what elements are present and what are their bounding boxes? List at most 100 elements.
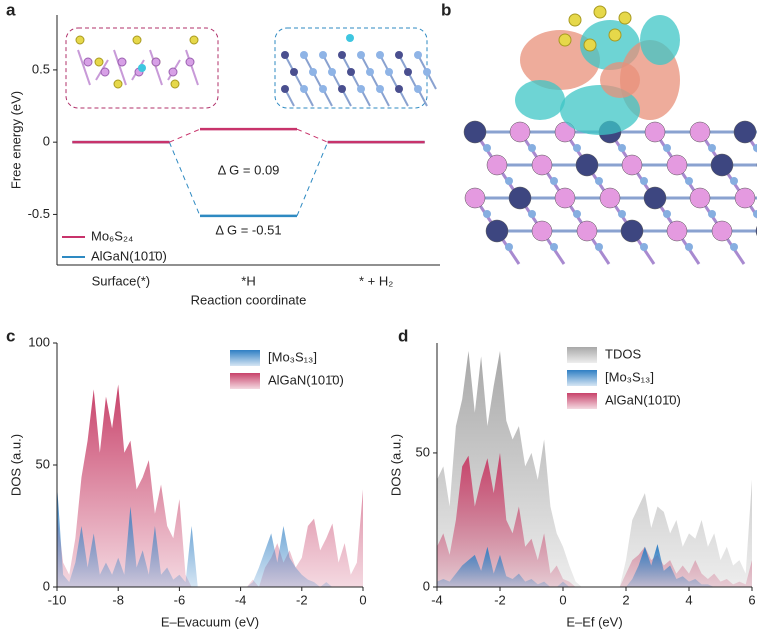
atom (94, 57, 104, 67)
inset-frame (65, 27, 219, 109)
x-tick-label: Surface(*) (92, 273, 151, 288)
atom (618, 11, 632, 25)
atom (644, 121, 666, 143)
atom (620, 219, 644, 243)
legend-swatch (230, 373, 260, 389)
x-tick-label: -8 (112, 592, 124, 607)
atom (75, 35, 85, 45)
atom (708, 210, 716, 218)
x-axis-label: Reaction coordinate (191, 292, 307, 307)
atom (151, 57, 161, 67)
atom (621, 154, 643, 176)
atom (550, 177, 558, 185)
atom (366, 68, 374, 76)
x-tick-label: *H (241, 273, 255, 288)
atom (414, 51, 422, 59)
legend-label: [Mo₃S₁₃] (268, 349, 317, 364)
dos-area (437, 452, 752, 587)
y-tick-label: 50 (36, 456, 50, 471)
atom (734, 187, 756, 209)
x-tick-label: 6 (748, 592, 755, 607)
atom (708, 144, 716, 152)
atom (685, 243, 693, 251)
y-axis-label: Free energy (eV) (8, 91, 23, 189)
connector (168, 141, 201, 217)
atom (531, 220, 553, 242)
isosurface (640, 15, 680, 65)
atom (83, 57, 93, 67)
atom (753, 144, 757, 152)
isosurface (600, 62, 640, 98)
bond (77, 49, 91, 86)
y-tick-label: -0.5 (28, 206, 50, 221)
atom (290, 68, 298, 76)
y-axis-label: DOS (a.u.) (8, 434, 23, 496)
connector (296, 141, 329, 217)
atom (663, 144, 671, 152)
atom (568, 13, 582, 27)
connector (169, 128, 201, 143)
atom (666, 154, 688, 176)
isosurface (515, 80, 565, 120)
dos-area (57, 384, 363, 587)
atom (550, 243, 558, 251)
atom (485, 219, 509, 243)
x-tick-label: -4 (431, 592, 443, 607)
atom (595, 243, 603, 251)
inset-frame (274, 27, 428, 109)
atom (338, 51, 346, 59)
annotation: Δ G = 0.09 (218, 163, 280, 178)
atom (328, 68, 336, 76)
inset-structures (75, 34, 437, 107)
atom (346, 34, 354, 42)
atom (573, 144, 581, 152)
y-tick-label: 0 (423, 578, 430, 593)
atom (531, 154, 553, 176)
atom (576, 220, 598, 242)
y-axis-label: DOS (a.u.) (388, 434, 403, 496)
x-tick-label: 0 (359, 592, 366, 607)
atom (608, 28, 622, 42)
atom (463, 120, 487, 144)
atom (509, 121, 531, 143)
x-tick-label: -2 (494, 592, 506, 607)
x-tick-label: -6 (174, 592, 186, 607)
atom (132, 35, 142, 45)
x-tick-label: 2 (622, 592, 629, 607)
atom (711, 220, 733, 242)
atom (117, 57, 127, 67)
legend-label: [Mo₃S₁₃] (605, 369, 654, 384)
x-tick-label: 4 (685, 592, 692, 607)
atom (554, 187, 576, 209)
atom (395, 51, 403, 59)
legend-label: AlGaN(101̄0) (268, 372, 344, 387)
legend-label: TDOS (605, 346, 641, 361)
x-axis-label: E–Ef (eV) (566, 614, 622, 629)
legend-swatch (567, 370, 597, 386)
atom (376, 51, 384, 59)
structure-image (463, 5, 757, 265)
dos-area (57, 484, 363, 587)
x-tick-label: * + H₂ (359, 273, 393, 288)
bond (149, 49, 163, 86)
atom (575, 153, 599, 177)
atom (300, 51, 308, 59)
atom (689, 187, 711, 209)
atom (730, 243, 738, 251)
atom (733, 120, 757, 144)
atom (643, 186, 667, 210)
panel-label: c (6, 326, 15, 345)
atom (357, 85, 365, 93)
atom (486, 154, 508, 176)
atom (376, 85, 384, 93)
atom (593, 5, 607, 19)
atom (357, 51, 365, 59)
annotation: Δ G = -0.51 (215, 222, 281, 237)
atom (300, 85, 308, 93)
atom (319, 51, 327, 59)
legend-label: Mo₆S₂₄ (91, 228, 133, 243)
atom (189, 35, 199, 45)
atom (281, 51, 289, 59)
atom (710, 153, 734, 177)
atom (138, 64, 146, 72)
